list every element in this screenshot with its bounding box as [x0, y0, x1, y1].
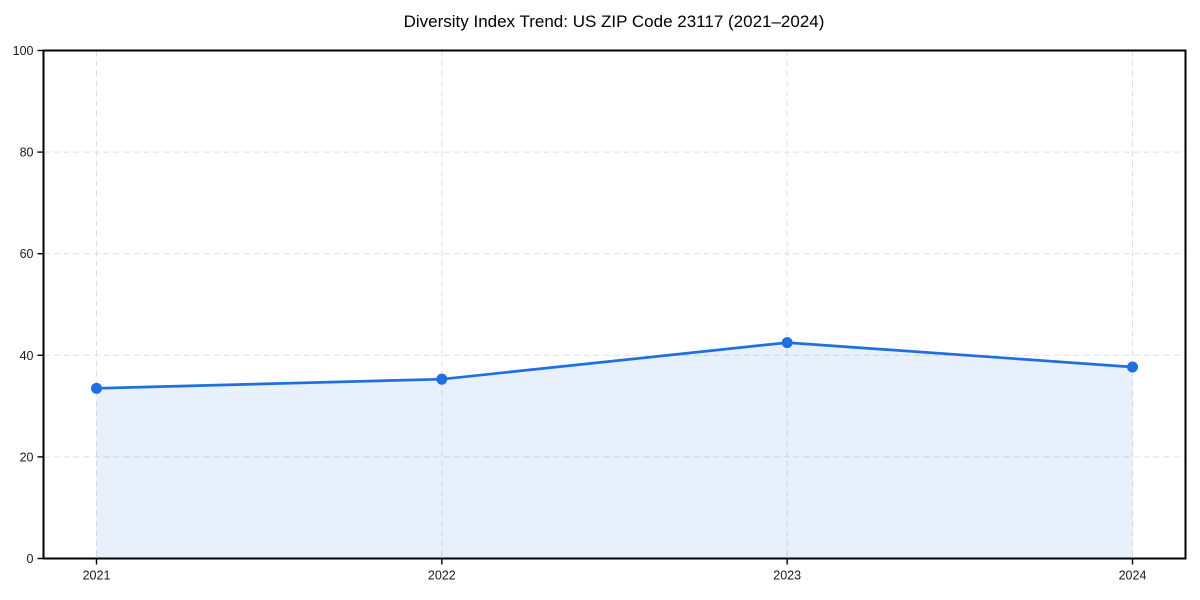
data-point-marker — [91, 382, 102, 394]
x-tick-label: 2022 — [428, 569, 456, 583]
data-point-marker — [781, 337, 793, 349]
y-tick-label: 40 — [20, 349, 34, 363]
data-point-marker — [436, 373, 448, 385]
y-tick-label: 80 — [20, 146, 34, 160]
chart-title: Diversity Index Trend: US ZIP Code 23117… — [403, 12, 825, 31]
y-tick-label: 20 — [20, 450, 34, 464]
x-tick-label: 2023 — [773, 569, 801, 583]
y-tick-label: 100 — [13, 44, 34, 58]
data-point-marker — [1127, 361, 1138, 373]
trend-line — [96, 341, 1133, 390]
area-fill — [96, 342, 1133, 559]
axes-spines — [42, 49, 1187, 560]
x-tick-label: 2024 — [1119, 569, 1147, 583]
y-tick-label: 60 — [20, 247, 34, 261]
y-tick-label: 0 — [27, 552, 34, 566]
x-tick-label: 2021 — [83, 569, 111, 583]
